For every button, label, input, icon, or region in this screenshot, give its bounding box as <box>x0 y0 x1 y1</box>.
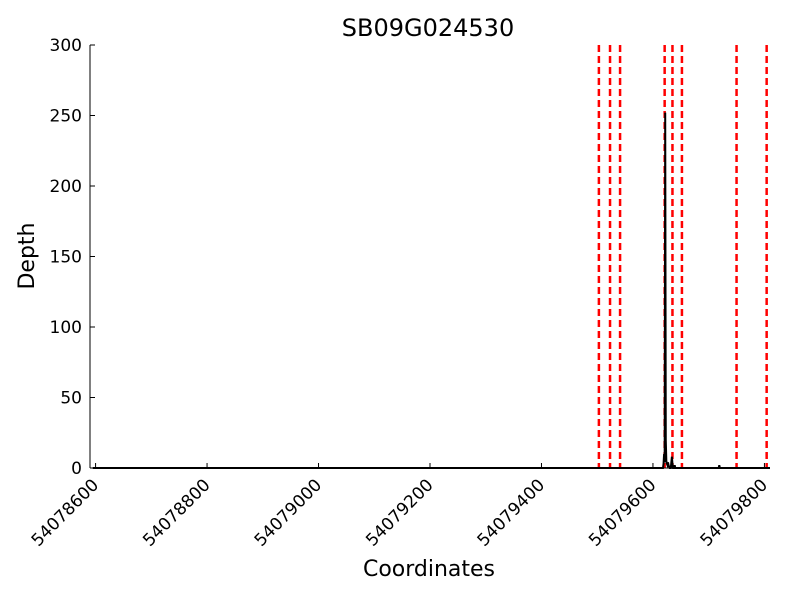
x-tick-label: 54079000 <box>251 475 326 550</box>
plot-area <box>92 45 770 469</box>
x-axis: 54078600 54078800 54079000 54079200 54079400… <box>28 463 772 551</box>
y-tick-label: 200 <box>50 177 82 197</box>
y-tick-label: 50 <box>60 389 82 409</box>
x-tick-label: 54079200 <box>362 475 437 550</box>
y-tick-label: 300 <box>50 36 82 56</box>
x-tick-label: 54079400 <box>474 475 549 550</box>
y-tick-label: 250 <box>50 107 82 127</box>
x-tick-label: 54078800 <box>139 475 214 550</box>
y-axis-label: Depth <box>15 222 40 289</box>
y-tick-label: 0 <box>71 459 82 479</box>
y-tick-label: 150 <box>50 248 82 268</box>
x-axis-label: Coordinates <box>363 557 495 582</box>
y-tick-label: 100 <box>50 318 82 338</box>
depth-series-line-0 <box>92 112 770 469</box>
y-axis: 0 50 100 150 200 250 300 <box>50 36 95 479</box>
x-tick-label: 54079800 <box>697 475 772 550</box>
x-tick-label: 54078600 <box>28 475 103 550</box>
chart-title: SB09G024530 <box>342 14 514 42</box>
x-tick-label: 54079600 <box>585 475 660 550</box>
